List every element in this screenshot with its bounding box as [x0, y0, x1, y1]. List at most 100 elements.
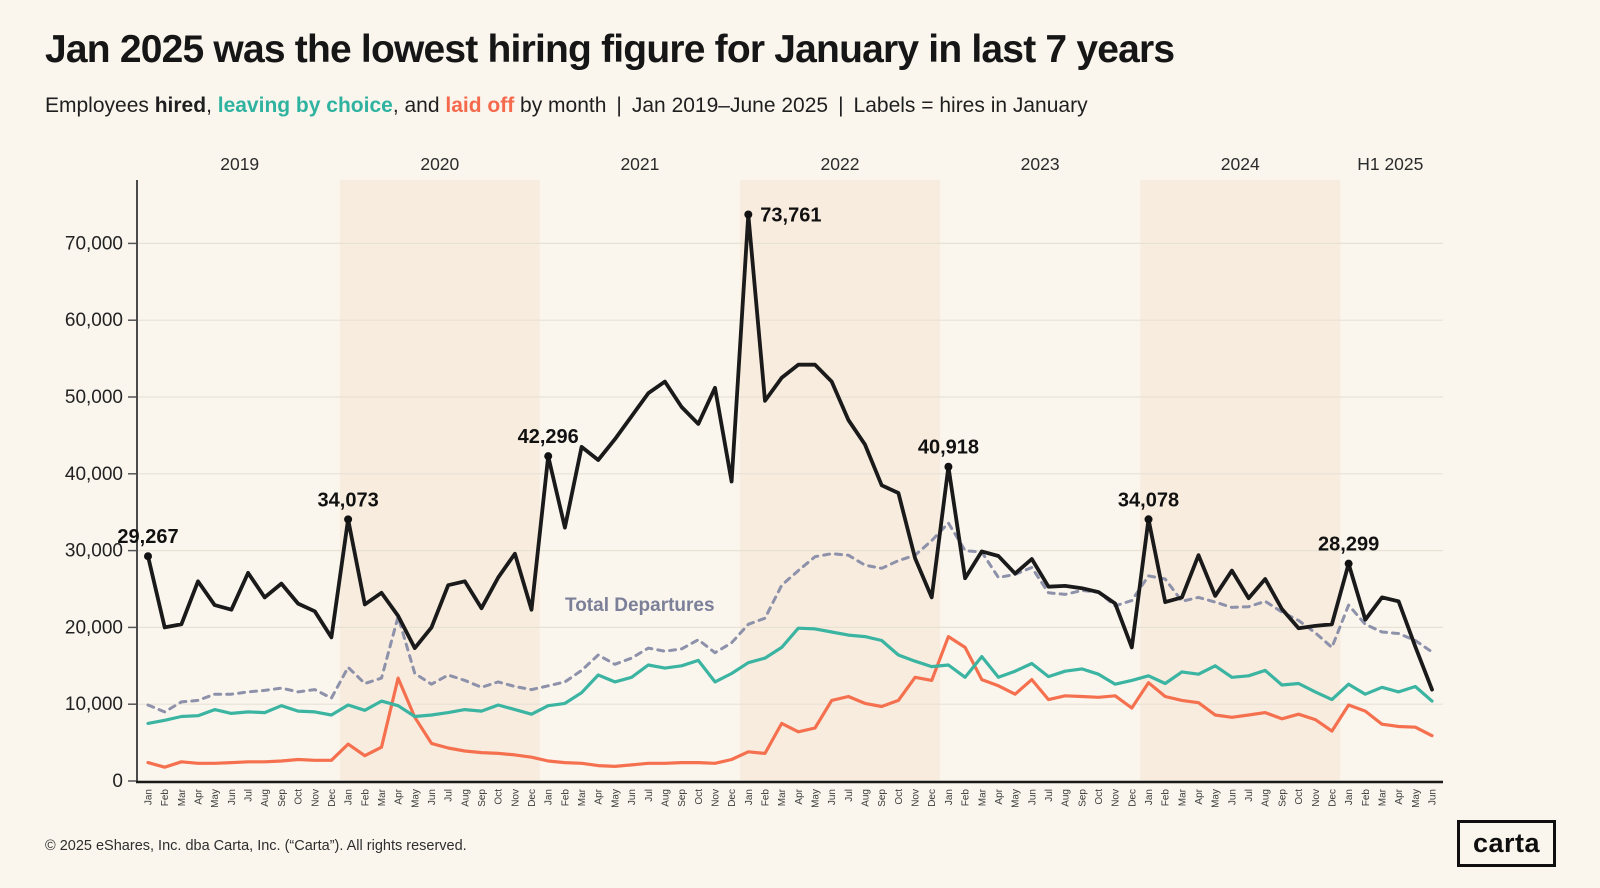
month-label: Aug [861, 789, 872, 807]
month-label: Mar [777, 788, 788, 806]
month-label: Jul [1044, 789, 1055, 802]
month-label: Feb [1361, 789, 1372, 807]
month-label: Aug [660, 789, 671, 807]
subtitle-prefix: Employees [45, 94, 155, 117]
year-label-2022: 2022 [821, 154, 860, 174]
series-leaving-by-choice [146, 626, 1434, 725]
subtitle-date-range: Jan 2019–June 2025 [631, 94, 829, 117]
month-label: Apr [1194, 788, 1205, 804]
month-label: Oct [694, 789, 705, 805]
month-label: Sep [477, 789, 488, 807]
month-label: Jul [1244, 789, 1255, 802]
month-label: Dec [327, 789, 338, 807]
page-title: Jan 2025 was the lowest hiring figure fo… [45, 28, 1175, 71]
month-label: Oct [294, 789, 305, 805]
year-label-2019: 2019 [220, 154, 259, 174]
carta-logo: carta [1457, 820, 1556, 867]
month-label: Apr [794, 788, 805, 804]
month-label: Jan [1144, 789, 1155, 805]
subtitle-divider-1: | [616, 94, 622, 117]
legend-hired: hired [154, 94, 207, 117]
annotation-label: 73,761 [760, 205, 821, 227]
month-label: Apr [994, 788, 1005, 804]
month-label: Nov [911, 789, 922, 807]
month-label: Aug [1061, 789, 1072, 807]
month-label: Jun [627, 789, 638, 805]
month-label: Jun [427, 789, 438, 805]
month-label: Feb [1161, 789, 1172, 807]
month-label: Jan [344, 789, 355, 805]
annotation-dot [544, 452, 553, 461]
total-departures-inline-label: Total Departures [565, 595, 715, 616]
month-label: Feb [560, 789, 571, 807]
series-total-departures [146, 521, 1434, 714]
month-label: Feb [760, 789, 771, 807]
month-label: Apr [194, 788, 205, 804]
month-label: Nov [310, 789, 321, 807]
month-label: Mar [177, 788, 188, 806]
month-label: Apr [1394, 788, 1405, 804]
year-band-2024 [1140, 180, 1341, 782]
month-label: Oct [1094, 789, 1105, 805]
year-label-2021: 2021 [620, 154, 659, 174]
month-label: Oct [494, 789, 505, 805]
month-label: Apr [594, 788, 605, 804]
year-label-2024: 2024 [1221, 154, 1260, 174]
annotation-label: 40,918 [918, 437, 979, 459]
y-tick-label: 0 [112, 771, 123, 792]
y-grid: 0 10,000 20,000 30,000 40,000 50,000 60,000 70,… [65, 233, 1443, 792]
month-label: Jun [227, 789, 238, 805]
annotation-dot [1344, 559, 1353, 568]
month-label: Sep [1277, 789, 1288, 807]
year-band-2022 [739, 180, 941, 782]
annotation-label: 42,296 [518, 426, 579, 448]
series-hired [146, 212, 1434, 692]
year-labels: 2019 2020 2021 2022 2023 2024 H1 2025 [220, 154, 1423, 174]
month-label: Nov [710, 789, 721, 807]
subtitle-divider-2: | [838, 94, 844, 117]
month-label: May [1211, 789, 1222, 808]
month-label: May [610, 789, 621, 808]
legend-leaving-by-choice: leaving by choice [217, 94, 393, 117]
month-label: Mar [1377, 788, 1388, 806]
month-label: Nov [1111, 789, 1122, 807]
month-label: Dec [1127, 789, 1138, 807]
month-label: Sep [1077, 789, 1088, 807]
month-label: Dec [727, 789, 738, 807]
month-label: Sep [677, 789, 688, 807]
month-label: Jun [1428, 789, 1439, 805]
month-label: Aug [1261, 789, 1272, 807]
y-tick-label: 70,000 [65, 233, 123, 254]
month-label: May [1411, 789, 1422, 808]
month-label: Feb [961, 789, 972, 807]
year-label-H1 2025: H1 2025 [1357, 154, 1423, 174]
month-label: Jul [644, 789, 655, 802]
annotation-label: 34,078 [1118, 489, 1179, 511]
month-label: Aug [260, 789, 271, 807]
month-label: Feb [160, 789, 171, 807]
series-laid-off [146, 635, 1434, 769]
month-label: Jan [1344, 789, 1355, 805]
annotation-dot [144, 552, 152, 561]
month-label: Aug [460, 789, 471, 807]
month-label: Sep [877, 789, 888, 807]
month-label: Oct [1294, 789, 1305, 805]
annotation-label: 28,299 [1318, 534, 1379, 556]
month-label: Mar [977, 788, 988, 806]
month-label: Jul [244, 789, 255, 802]
january-annotations: 29,267 34,073 42,296 73,761 40,918 34,078 28,2… [117, 205, 1379, 568]
month-label: Feb [360, 789, 371, 807]
month-label: Jan [144, 789, 155, 805]
month-label: Nov [510, 789, 521, 807]
month-label: Jun [1027, 789, 1038, 805]
month-label: Oct [894, 789, 905, 805]
month-label: Jan [944, 789, 955, 805]
y-tick-label: 30,000 [65, 541, 123, 562]
annotation-dot [344, 515, 353, 524]
subtitle-note: Labels = hires in January [853, 94, 1088, 117]
chart-legend-subtitle: Employees hired, leaving by choice, and … [45, 94, 1088, 118]
line-chart: 0 10,000 20,000 30,000 40,000 50,000 60,000 70,… [65, 154, 1443, 808]
month-label: May [210, 789, 221, 808]
year-band-2020 [339, 180, 540, 782]
